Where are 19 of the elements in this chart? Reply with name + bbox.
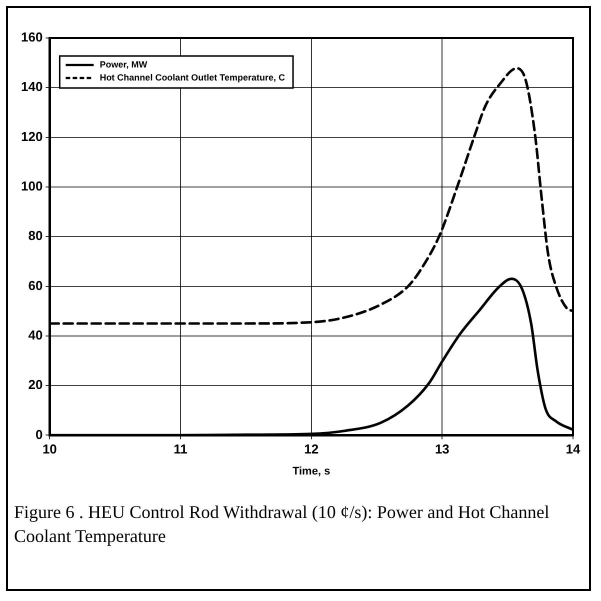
- x-tick-label: 12: [304, 442, 319, 457]
- y-tick-label: 40: [28, 327, 43, 342]
- y-tick-label: 120: [20, 128, 43, 144]
- y-tick-label: 140: [20, 79, 43, 94]
- legend-label: Hot Channel Coolant Outlet Temperature, C: [100, 72, 286, 82]
- y-tick-label: 0: [35, 426, 43, 442]
- x-tick-label: 14: [566, 442, 581, 457]
- x-tick-label: 11: [174, 442, 188, 457]
- legend-label: Power, MW: [100, 59, 148, 70]
- y-tick-label: 60: [28, 278, 43, 293]
- y-tick-label: 160: [20, 30, 43, 45]
- figure-frame: Time, s 10 11 12 13 14 0 20 40 60 80 100 120 140 160 Power, MW Hot Channel Coolant Outlet Temperature, C Figure 6 . HEU Control Rod Withdrawal (10 ¢/s): Power and Hot Channel Coolant Temperature: [6, 6, 591, 591]
- caption: Figure 6 . HEU Control Rod Withdrawal (10 ¢/s): Power and Hot Channel Coolant Temperature: [14, 501, 550, 548]
- x-tick-label: 13: [434, 442, 450, 457]
- y-tick-label: 100: [20, 178, 43, 194]
- x-axis-title: Time, s: [292, 465, 330, 478]
- y-tick-label: 80: [28, 228, 43, 244]
- y-tick-label: 20: [28, 377, 43, 392]
- x-tick-label: 10: [42, 442, 57, 457]
